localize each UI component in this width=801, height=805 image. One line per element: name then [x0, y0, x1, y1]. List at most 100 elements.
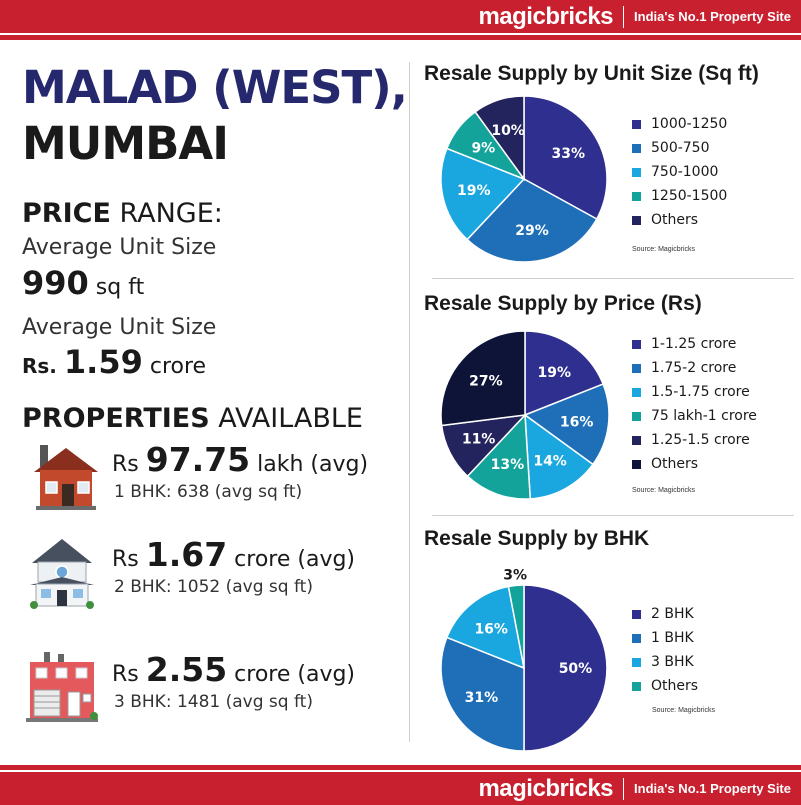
legend-bhk-item-1: 1 BHK: [632, 626, 698, 650]
pie-bhk-label-1: 31%: [465, 690, 499, 706]
chart-divider-1: [432, 278, 794, 279]
two-storey-house-icon: [30, 539, 94, 609]
magicbricks-logo[interactable]: magicbricks: [478, 2, 614, 30]
chart-bhk-legend: 2 BHK 1 BHK 3 BHK Others: [632, 602, 698, 698]
chart-bhk-source: Source: Magicbricks: [652, 707, 716, 714]
price-range-heading-bold: PRICE: [22, 198, 111, 229]
chart-unit-size-title: Resale Supply by Unit Size (Sq ft): [424, 62, 759, 85]
pie-unit-size-label-2: 19%: [457, 183, 491, 199]
property-1bhk-detail: 1 BHK: 638 (avg sq ft): [114, 482, 303, 502]
column-divider: [409, 62, 410, 742]
chart-price-legend: 1-1.25 crore 1.75-2 crore 1.5-1.75 crore 75…: [632, 332, 757, 476]
property-1bhk: Rs 97.75 lakh (avg) 1 BHK: 638 (avg sq f…: [22, 440, 392, 520]
properties-heading-rest: AVAILABLE: [209, 403, 363, 434]
legend-price-label-0: 1-1.25 crore: [651, 336, 737, 352]
legend-price-swatch-1: [632, 363, 641, 373]
chart-unit-size-legend: 1000-1250 500-750 750-1000 1250-1500 Others: [632, 112, 727, 232]
chart-unit-size-source: Source: Magicbricks: [632, 246, 696, 253]
pie-bhk-label-2: 16%: [474, 621, 508, 637]
avg-price-label: Average Unit Size: [22, 315, 217, 340]
header-stripe: [0, 33, 801, 35]
price-range-heading: PRICE RANGE:: [22, 198, 223, 229]
pie-price-label-3: 13%: [491, 457, 525, 473]
property-2bhk-value: 1.67: [145, 535, 228, 574]
legend-unit-size-label-1: 500-750: [651, 140, 710, 156]
legend-unit-size-item-3: 1250-1500: [632, 184, 727, 208]
properties-heading-bold: PROPERTIES: [22, 403, 210, 434]
chart-price-pie: 19% 16% 14% 13% 11% 27%: [440, 330, 610, 500]
legend-price-swatch-2: [632, 387, 641, 397]
property-1bhk-rs: Rs: [112, 452, 139, 477]
chart-price-source: Source: Magicbricks: [632, 487, 696, 494]
legend-price-label-3: 75 lakh-1 crore: [651, 408, 757, 424]
pie-unit-size-label-3: 9%: [471, 140, 495, 156]
legend-bhk-label-3: Others: [651, 678, 699, 694]
legend-price-item-5: Others: [632, 452, 757, 476]
legend-unit-size-label-2: 750-1000: [651, 164, 719, 180]
chart-price-title: Resale Supply by Price (Rs): [424, 292, 702, 315]
property-2bhk-detail: 2 BHK: 1052 (avg sq ft): [114, 577, 313, 597]
legend-bhk-item-3: Others: [632, 674, 698, 698]
avg-price-currency: Rs.: [22, 354, 57, 378]
legend-bhk-item-0: 2 BHK: [632, 602, 698, 626]
legend-price-item-2: 1.5-1.75 crore: [632, 380, 757, 404]
legend-bhk-label-0: 2 BHK: [651, 606, 694, 622]
legend-price-label-5: Others: [651, 456, 699, 472]
chart-unit-size-pie: 33% 29% 19% 9%10%: [440, 95, 608, 263]
pie-unit-size-slice-4: [474, 95, 525, 182]
property-3bhk: Rs 2.55 crore (avg) 3 BHK: 1481 (avg sq …: [22, 650, 392, 730]
pie-bhk-label-3: 3%: [503, 567, 527, 583]
pie-price-label-0: 19%: [538, 365, 572, 381]
apartment-building-icon: [26, 652, 98, 722]
legend-unit-size-label-0: 1000-1250: [651, 116, 728, 132]
header-bar: magicbricks India's No.1 Property Site: [0, 0, 801, 40]
footer-brand-tagline: India's No.1 Property Site: [634, 781, 791, 796]
pie-price-label-4: 11%: [462, 432, 496, 448]
pie-unit-size-label-4: 10%: [491, 123, 525, 139]
property-2bhk-price: Rs 1.67 crore (avg): [112, 535, 355, 574]
legend-unit-size-item-0: 1000-1250: [632, 112, 727, 136]
footer-brand-separator: [623, 777, 625, 800]
pie-bhk-slice-3: [507, 584, 525, 669]
property-3bhk-detail: 3 BHK: 1481 (avg sq ft): [114, 692, 313, 712]
legend-price-label-4: 1.25-1.5 crore: [651, 432, 750, 448]
legend-price-label-1: 1.75-2 crore: [651, 360, 737, 376]
legend-bhk-label-1: 1 BHK: [651, 630, 694, 646]
page-title: MALAD (WEST), MUMBAI: [22, 60, 408, 172]
pie-unit-size-slice-0: [523, 95, 608, 221]
properties-heading: PROPERTIES AVAILABLE: [22, 403, 363, 434]
avg-price-number: 1.59: [63, 343, 143, 381]
legend-price-swatch-5: [632, 459, 641, 469]
pie-price-slice-1: [523, 383, 610, 466]
pie-price-slice-5: [440, 330, 526, 427]
legend-unit-size-swatch-1: [632, 143, 641, 153]
legend-unit-size-item-2: 750-1000: [632, 160, 727, 184]
legend-bhk-item-2: 3 BHK: [632, 650, 698, 674]
pie-price-slice-2: [524, 413, 595, 500]
property-2bhk-unit: crore (avg): [234, 547, 356, 572]
magicbricks-footer-logo[interactable]: magicbricks: [478, 774, 614, 802]
legend-unit-size-label-4: Others: [651, 212, 699, 228]
legend-price-item-0: 1-1.25 crore: [632, 332, 757, 356]
pie-bhk-slice-2: [445, 585, 525, 670]
property-2bhk: Rs 1.67 crore (avg) 2 BHK: 1052 (avg sq …: [22, 535, 392, 615]
brand-separator: [623, 5, 625, 28]
legend-unit-size-swatch-2: [632, 167, 641, 177]
footer-brand[interactable]: magicbricks India's No.1 Property Site: [478, 772, 791, 805]
legend-bhk-swatch-0: [632, 609, 641, 619]
brick-house-icon: [34, 445, 98, 510]
legend-bhk-swatch-3: [632, 681, 641, 691]
avg-unit-size-value: 990 sq ft: [22, 264, 144, 302]
chart-divider-2: [432, 515, 794, 516]
avg-price-unit: crore: [149, 354, 207, 379]
title-line-1: MALAD (WEST),: [22, 61, 408, 114]
legend-price-swatch-4: [632, 435, 641, 445]
property-2bhk-rs: Rs: [112, 547, 139, 572]
legend-unit-size-swatch-4: [632, 215, 641, 225]
pie-bhk-slice-1: [440, 636, 525, 752]
header-brand[interactable]: magicbricks India's No.1 Property Site: [478, 0, 791, 33]
legend-price-swatch-0: [632, 339, 641, 349]
pie-price-label-1: 16%: [560, 415, 594, 431]
legend-bhk-swatch-1: [632, 633, 641, 643]
property-3bhk-price: Rs 2.55 crore (avg): [112, 650, 355, 689]
